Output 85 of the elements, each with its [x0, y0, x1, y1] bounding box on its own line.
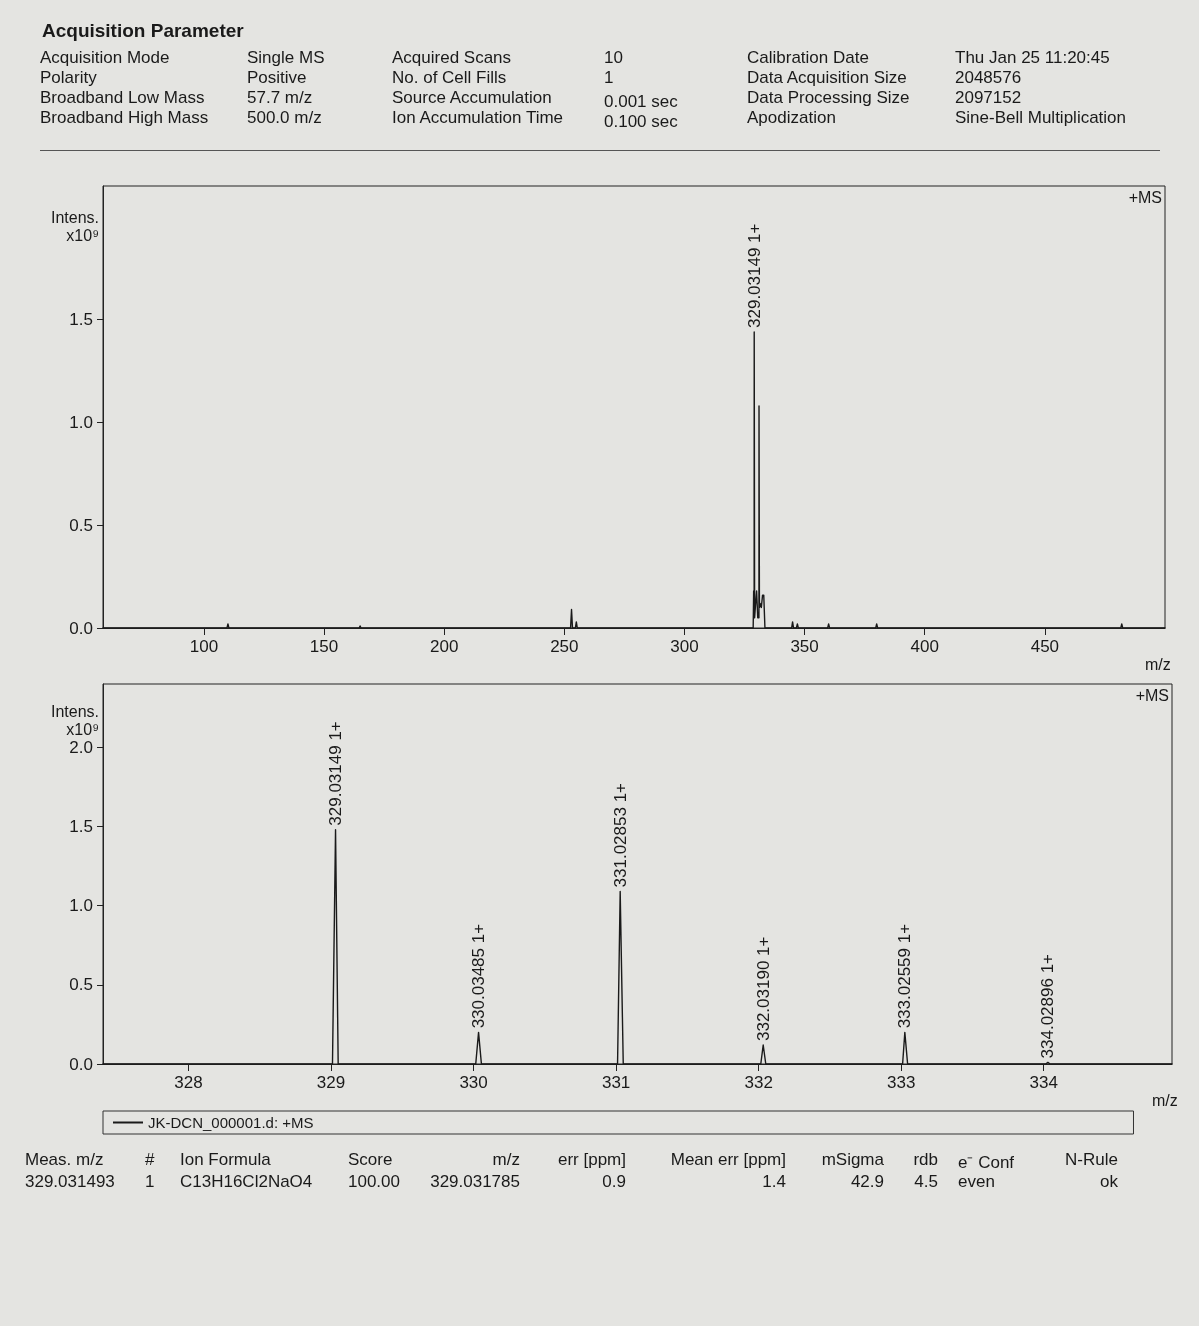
text: 57.7 m/z	[247, 88, 313, 108]
text: Mean err [ppm]	[670, 1150, 786, 1170]
text: 4.5	[914, 1172, 938, 1192]
text: 1	[604, 68, 614, 88]
x-tick-label: 333	[887, 1073, 916, 1092]
text: 0.9	[602, 1172, 626, 1192]
y-tick-label: 0.0	[69, 618, 93, 638]
text: e⁻ Conf	[958, 1152, 1015, 1173]
x-tick-label: 450	[1030, 637, 1060, 656]
y-tick-label: 0.0	[69, 1054, 93, 1074]
text: Score	[348, 1150, 393, 1170]
x-tick-label: 328	[174, 1073, 203, 1092]
text: ok	[1100, 1172, 1118, 1192]
text: 0.001 sec	[604, 92, 678, 112]
x-tick-label: 350	[790, 637, 819, 656]
text: 1	[145, 1172, 155, 1192]
text: Single MS	[247, 48, 325, 68]
annotation: +MS	[1128, 188, 1162, 206]
text: Meas. m/z	[25, 1150, 104, 1170]
text: Data Acquisition Size	[747, 68, 907, 88]
text: Apodization	[747, 108, 836, 128]
text: Calibration Date	[747, 48, 869, 68]
y-tick-label: 0.5	[69, 515, 93, 535]
text: Ion Accumulation Time	[392, 108, 564, 128]
text: 42.9	[850, 1172, 884, 1192]
text: C13H16Cl2NaO4	[180, 1172, 313, 1192]
x-tick-label: 331	[601, 1073, 631, 1092]
text: err [ppm]	[557, 1150, 626, 1170]
text: 2097152	[955, 88, 1022, 108]
annotation: +MS	[1135, 686, 1169, 704]
annotation: 329.03149 1+	[326, 721, 346, 826]
x-tick-label: 250	[550, 637, 579, 656]
text: 100.00	[348, 1172, 400, 1192]
y-axis-title: Intens. x10⁹	[50, 703, 99, 739]
text: 2048576	[955, 68, 1022, 88]
text: Thu Jan 25 11:20:45	[955, 48, 1110, 68]
text: 500.0 m/z	[247, 108, 322, 128]
text: 329.031785	[430, 1172, 520, 1192]
annotation: 332.03190 1+	[753, 936, 773, 1041]
x-axis-title: m/z	[1152, 1091, 1178, 1109]
annotation: 331.02853 1+	[610, 782, 630, 888]
x-tick-label: 329	[316, 1073, 346, 1092]
text: Polarity	[40, 68, 97, 88]
text: rdb	[913, 1150, 938, 1170]
legend-label: JK-DCN_000001.d: +MS	[148, 1114, 314, 1131]
x-tick-label: 150	[309, 637, 339, 656]
text: Broadband Low Mass	[40, 88, 205, 108]
x-tick-label: 300	[670, 637, 699, 656]
text: even	[958, 1172, 995, 1192]
text: 10	[604, 48, 623, 68]
annotation: 330.03485 1+	[469, 923, 489, 1029]
y-tick-label: 1.5	[69, 310, 93, 330]
y-axis-title: Intens. x10⁹	[50, 208, 99, 244]
y-tick-label: 2.0	[69, 737, 93, 757]
text: Positive	[247, 68, 307, 88]
text: 329.031493	[25, 1172, 115, 1192]
text: mSigma	[821, 1150, 884, 1170]
text: Acquisition Mode	[40, 48, 170, 68]
y-tick-label: 1.0	[69, 896, 93, 916]
x-tick-label: 100	[189, 637, 219, 656]
x-tick-label: 200	[430, 637, 459, 656]
text: Broadband High Mass	[40, 108, 209, 128]
text: 0.100 sec	[604, 112, 678, 132]
source-note: Source Accumulation	[392, 88, 552, 108]
text: Acquisition Parameter	[42, 20, 244, 42]
y-tick-label: 1.0	[69, 412, 93, 432]
text: Data Processing Size	[747, 88, 910, 108]
text: #	[145, 1150, 155, 1170]
x-tick-label: 334	[1029, 1073, 1058, 1092]
x-tick-label: 332	[744, 1073, 773, 1092]
text: No. of Cell Fills	[392, 68, 507, 88]
x-tick-label: 400	[910, 637, 939, 656]
text: m/z	[492, 1150, 520, 1170]
y-tick-label: 1.5	[69, 817, 93, 836]
text: 1.4	[762, 1172, 786, 1192]
text: N-Rule	[1065, 1150, 1118, 1170]
x-tick-label: 330	[459, 1073, 488, 1092]
annotation: 334.02896 1+	[1038, 953, 1058, 1059]
x-axis-title: m/z	[1145, 655, 1171, 673]
annotation: 333.02559 1+	[895, 923, 915, 1029]
y-tick-label: 0.5	[69, 975, 93, 995]
text: Acquired Scans	[392, 48, 512, 68]
annotation: 329.03149 1+	[744, 223, 764, 328]
text: Ion Formula	[180, 1150, 271, 1170]
text: Sine-Bell Multiplication	[955, 108, 1127, 128]
